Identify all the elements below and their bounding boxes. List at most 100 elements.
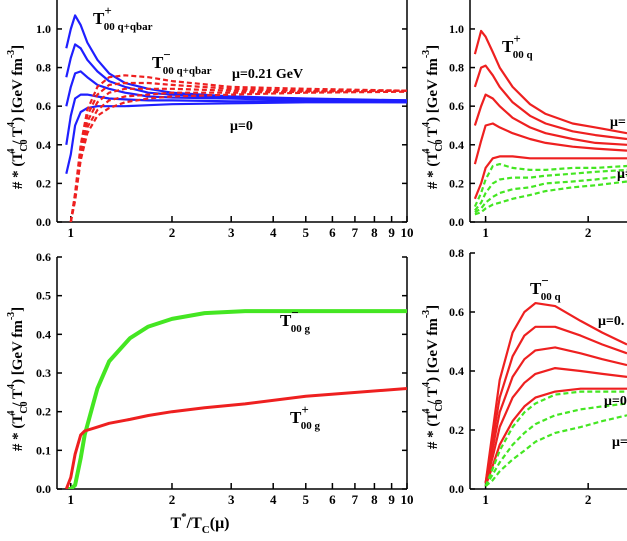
label-part: ) [GeV fm	[425, 318, 441, 382]
annotation-text: μ=	[617, 167, 627, 182]
y-tick-label: 0.6	[36, 250, 51, 264]
series-line	[473, 163, 627, 208]
series-line	[69, 89, 407, 222]
annotation-text: μ=0	[604, 394, 627, 409]
label-part: # * (T	[425, 412, 441, 450]
label-part: (μ)	[210, 515, 230, 532]
x-tick-label: 6	[329, 225, 336, 240]
x-tick-label: 3	[228, 492, 235, 507]
annotation-text: μ=0.	[598, 314, 624, 329]
label-part: ]	[10, 45, 26, 50]
series-line	[65, 101, 407, 174]
annotation-sup: −	[163, 47, 170, 62]
label-part: C0	[19, 139, 30, 151]
label-part: -3	[421, 310, 432, 318]
label-part: *	[181, 511, 187, 523]
annotation-sub: 00 g	[291, 323, 311, 335]
annotation-text: T	[290, 408, 302, 427]
x-tick-label: 3	[228, 225, 235, 240]
y-tick-label: 0.1	[36, 443, 51, 457]
series-line	[473, 93, 627, 146]
series-line	[484, 414, 627, 487]
y-tick-label: 0.4	[449, 138, 464, 152]
annotation-text: T	[152, 53, 164, 72]
y-tick-label: 0.6	[449, 99, 464, 113]
label-part: # * (T	[10, 152, 26, 190]
annotation: T− 00 g	[280, 305, 311, 335]
annotation-sub: 00 g	[301, 420, 321, 432]
x-tick-label: 1	[482, 225, 489, 240]
y-tick-label: 0.8	[449, 61, 464, 75]
annotation-sub: 00 q	[541, 291, 562, 303]
label-part: 4	[6, 410, 17, 415]
annotation-sup: +	[513, 31, 520, 46]
label-part: ]	[10, 307, 26, 312]
series-line	[65, 93, 407, 145]
y-tick-label: 0.8	[449, 246, 464, 260]
series-line	[484, 325, 627, 484]
annotation: T+ 00 g	[290, 402, 321, 432]
label-part: # * (T	[425, 152, 441, 190]
annotation: T− 00 q+qbar	[152, 47, 212, 77]
annotation-text: T	[280, 311, 292, 330]
label-part: / T	[425, 387, 441, 408]
plot-area	[64, 309, 407, 489]
annotation-sup: −	[291, 305, 298, 320]
annotation-sub: 00 q+qbar	[163, 65, 212, 77]
label-part: 4	[6, 148, 17, 153]
annotation-text: μ=0	[230, 119, 253, 134]
x-tick-label: 6	[329, 492, 336, 507]
y-tick-label: 0.0	[36, 215, 51, 229]
y-tick-label: 0.2	[449, 176, 464, 190]
y-axis-label: # * (TC04 / T4) [GeV fm-3]	[6, 45, 30, 189]
x-tick-label: 2	[585, 225, 592, 240]
series-line	[484, 387, 627, 487]
y-tick-label: 1.0	[449, 22, 464, 36]
annotation: T+ 00 q	[502, 31, 534, 61]
series-line	[473, 122, 627, 165]
annotation: μ=	[617, 167, 627, 182]
label-part: / T	[425, 127, 441, 148]
annotation-text: T	[530, 279, 542, 298]
annotation-text: μ=	[610, 115, 626, 130]
annotation: T− 00 q	[530, 273, 562, 303]
label-part: C0	[19, 401, 30, 413]
series-line	[69, 74, 407, 222]
label-part: T	[171, 515, 182, 532]
annotation-text: μ=	[612, 435, 627, 450]
label-part: -3	[421, 50, 432, 58]
label-part: ) [GeV fm	[10, 58, 26, 122]
y-tick-label: 0.6	[36, 99, 51, 113]
label-part: 4	[6, 384, 17, 389]
x-tick-label: 7	[352, 225, 359, 240]
label-part: ]	[425, 45, 441, 50]
series-line	[474, 180, 627, 216]
x-tick-label: 2	[169, 492, 176, 507]
x-tick-label: 2	[585, 492, 592, 507]
label-part: -3	[6, 50, 17, 58]
series-line	[484, 390, 627, 487]
y-tick-label: 0.0	[449, 215, 464, 229]
annotation-sup: +	[104, 3, 111, 18]
series-line	[484, 367, 627, 484]
series-line	[484, 302, 627, 484]
annotation: μ=	[612, 435, 627, 450]
series-line	[474, 174, 627, 214]
panel: 0.0 0.2 0.4 0.6 0.8 1.0 1 2 # * (TC04 / T4) [GeV…	[421, 0, 627, 240]
series-line	[484, 402, 627, 487]
series-line	[66, 309, 407, 489]
annotation-text: T	[93, 9, 105, 28]
label-part: 4	[421, 408, 432, 413]
label-part: # * (T	[10, 414, 26, 452]
y-axis-label: # * (TC04 / T4) [GeV fm-3]	[421, 45, 445, 189]
label-part: 4	[421, 382, 432, 387]
x-tick-label: 9	[388, 225, 395, 240]
y-tick-label: 0.4	[449, 364, 464, 378]
y-tick-label: 0.6	[449, 305, 464, 319]
annotation: μ=0	[230, 119, 253, 134]
y-tick-label: 0.8	[36, 61, 51, 75]
label-part: ) [GeV fm	[425, 58, 441, 122]
panel: 0.00.20.40.60.81 2# * (TC04 / T4) [GeV fm…	[421, 246, 627, 507]
x-tick-label: 9	[388, 492, 395, 507]
y-tick-label: 0.3	[36, 366, 51, 380]
